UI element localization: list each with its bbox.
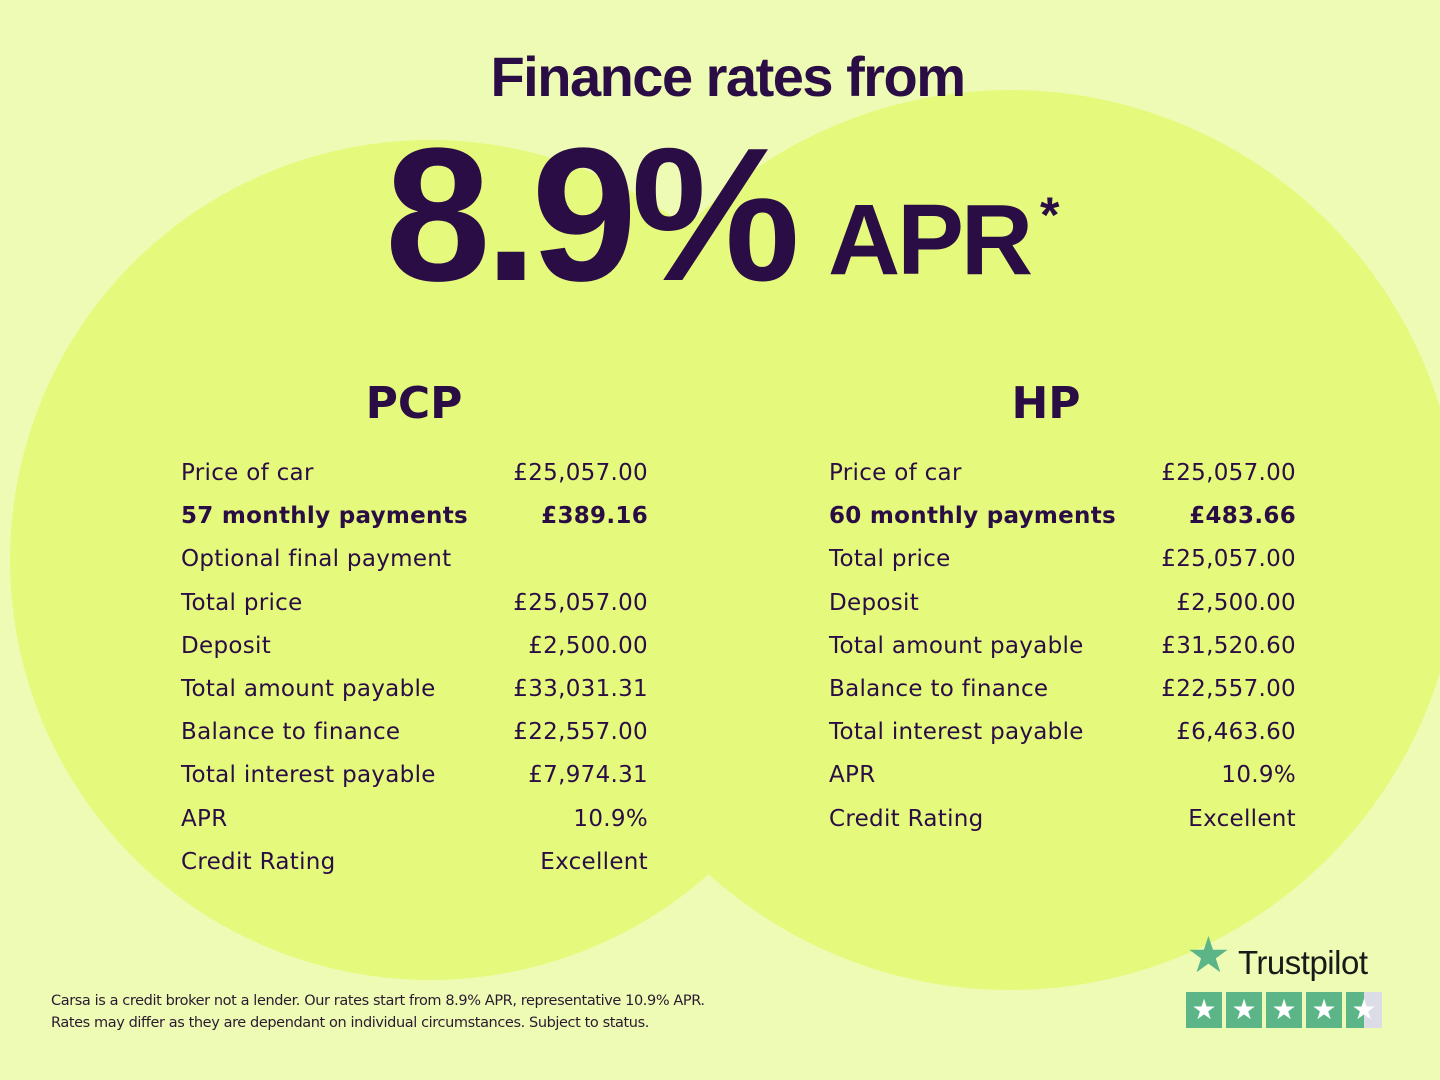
row-label: Balance to finance <box>181 719 401 746</box>
rate-value: 8.9% <box>385 109 800 321</box>
rating-star-icon: ★ <box>1226 992 1262 1028</box>
table-row: Total price £25,057.00 <box>829 541 1296 584</box>
row-value: £25,057.00 <box>513 589 648 616</box>
table-row: Total interest payable £6,463.60 <box>829 714 1296 757</box>
row-value: 10.9% <box>573 805 648 832</box>
row-label: Price of car <box>829 460 962 486</box>
row-label: Optional final payment <box>181 546 452 573</box>
table-row: Credit Rating Excellent <box>829 801 1296 844</box>
table-row: Balance to finance £22,557.00 <box>829 671 1296 714</box>
row-label: Total amount payable <box>829 632 1084 659</box>
hp-table: Price of car £25,057.00 60 monthly payment… <box>829 455 1296 844</box>
row-value: £2,500.00 <box>528 632 648 659</box>
table-row: Price of car £25,057.00 <box>181 455 648 498</box>
decor-circle-right <box>560 90 1440 990</box>
table-row: Total interest payable £7,974.31 <box>181 757 648 800</box>
asterisk: * <box>1040 187 1060 243</box>
table-row: Deposit £2,500.00 <box>829 585 1296 628</box>
row-label: Total price <box>829 546 951 573</box>
table-row: Total amount payable £31,520.60 <box>829 628 1296 671</box>
row-value: £22,557.00 <box>1161 675 1296 702</box>
row-label: Balance to finance <box>829 675 1049 702</box>
trustpilot-star-icon: ★ <box>1186 926 1231 984</box>
row-label: Price of car <box>181 460 314 486</box>
hp-title: HP <box>1011 378 1081 429</box>
row-value: £6,463.60 <box>1176 719 1296 746</box>
row-label: Credit Rating <box>181 848 336 875</box>
row-label: Credit Rating <box>829 805 984 832</box>
row-value: £25,057.00 <box>513 460 648 486</box>
row-value: £483.66 <box>1189 503 1296 530</box>
table-row: Balance to finance £22,557.00 <box>181 714 648 757</box>
disclaimer: Carsa is a credit broker not a lender. O… <box>51 990 705 1034</box>
table-row: Deposit £2,500.00 <box>181 628 648 671</box>
row-value: Excellent <box>1188 805 1296 832</box>
table-row: Price of car £25,057.00 <box>829 455 1296 498</box>
table-row: Total amount payable £33,031.31 <box>181 671 648 714</box>
headline: Finance rates from <box>490 45 966 108</box>
row-label: Total interest payable <box>181 762 436 789</box>
row-label: APR <box>829 762 876 789</box>
row-value: £31,520.60 <box>1161 632 1296 659</box>
row-label: Total amount payable <box>181 675 436 702</box>
table-row: Optional final payment <box>181 541 648 584</box>
row-label: Deposit <box>181 632 272 659</box>
row-value: £33,031.31 <box>513 675 648 702</box>
row-label: APR <box>181 805 228 832</box>
row-value: £22,557.00 <box>513 719 648 746</box>
trustpilot-name: Trustpilot <box>1238 944 1368 981</box>
row-label: Total price <box>181 589 303 616</box>
table-row: Total price £25,057.00 <box>181 585 648 628</box>
disclaimer-line-2: Rates may differ as they are dependant o… <box>51 1015 649 1031</box>
pcp-title: PCP <box>365 378 463 429</box>
rating-star-icon: ★ <box>1266 992 1302 1028</box>
table-row: 57 monthly payments £389.16 <box>181 498 648 541</box>
row-value: £389.16 <box>541 503 648 530</box>
row-value: Excellent <box>540 848 648 875</box>
row-value: £7,974.31 <box>528 762 648 789</box>
row-label: 57 monthly payments <box>181 503 469 530</box>
apr-label: APR <box>828 184 1033 296</box>
row-label: Total interest payable <box>829 719 1084 746</box>
rating-star-icon: ★ <box>1346 992 1382 1028</box>
rating-star-icon: ★ <box>1186 992 1222 1028</box>
row-value: 10.9% <box>1221 762 1296 789</box>
row-value: £25,057.00 <box>1161 460 1296 486</box>
rating-star-icon: ★ <box>1306 992 1342 1028</box>
table-row: APR 10.9% <box>181 801 648 844</box>
disclaimer-line-1: Carsa is a credit broker not a lender. O… <box>51 993 705 1009</box>
table-row: Credit Rating Excellent <box>181 844 648 887</box>
row-value: £2,500.00 <box>1176 589 1296 616</box>
row-value: £25,057.00 <box>1161 546 1296 573</box>
table-row: 60 monthly payments £483.66 <box>829 498 1296 541</box>
row-label: 60 monthly payments <box>829 503 1117 530</box>
row-label: Deposit <box>829 589 920 616</box>
pcp-table: Price of car £25,057.00 57 monthly payment… <box>181 455 648 887</box>
table-row: APR 10.9% <box>829 757 1296 800</box>
